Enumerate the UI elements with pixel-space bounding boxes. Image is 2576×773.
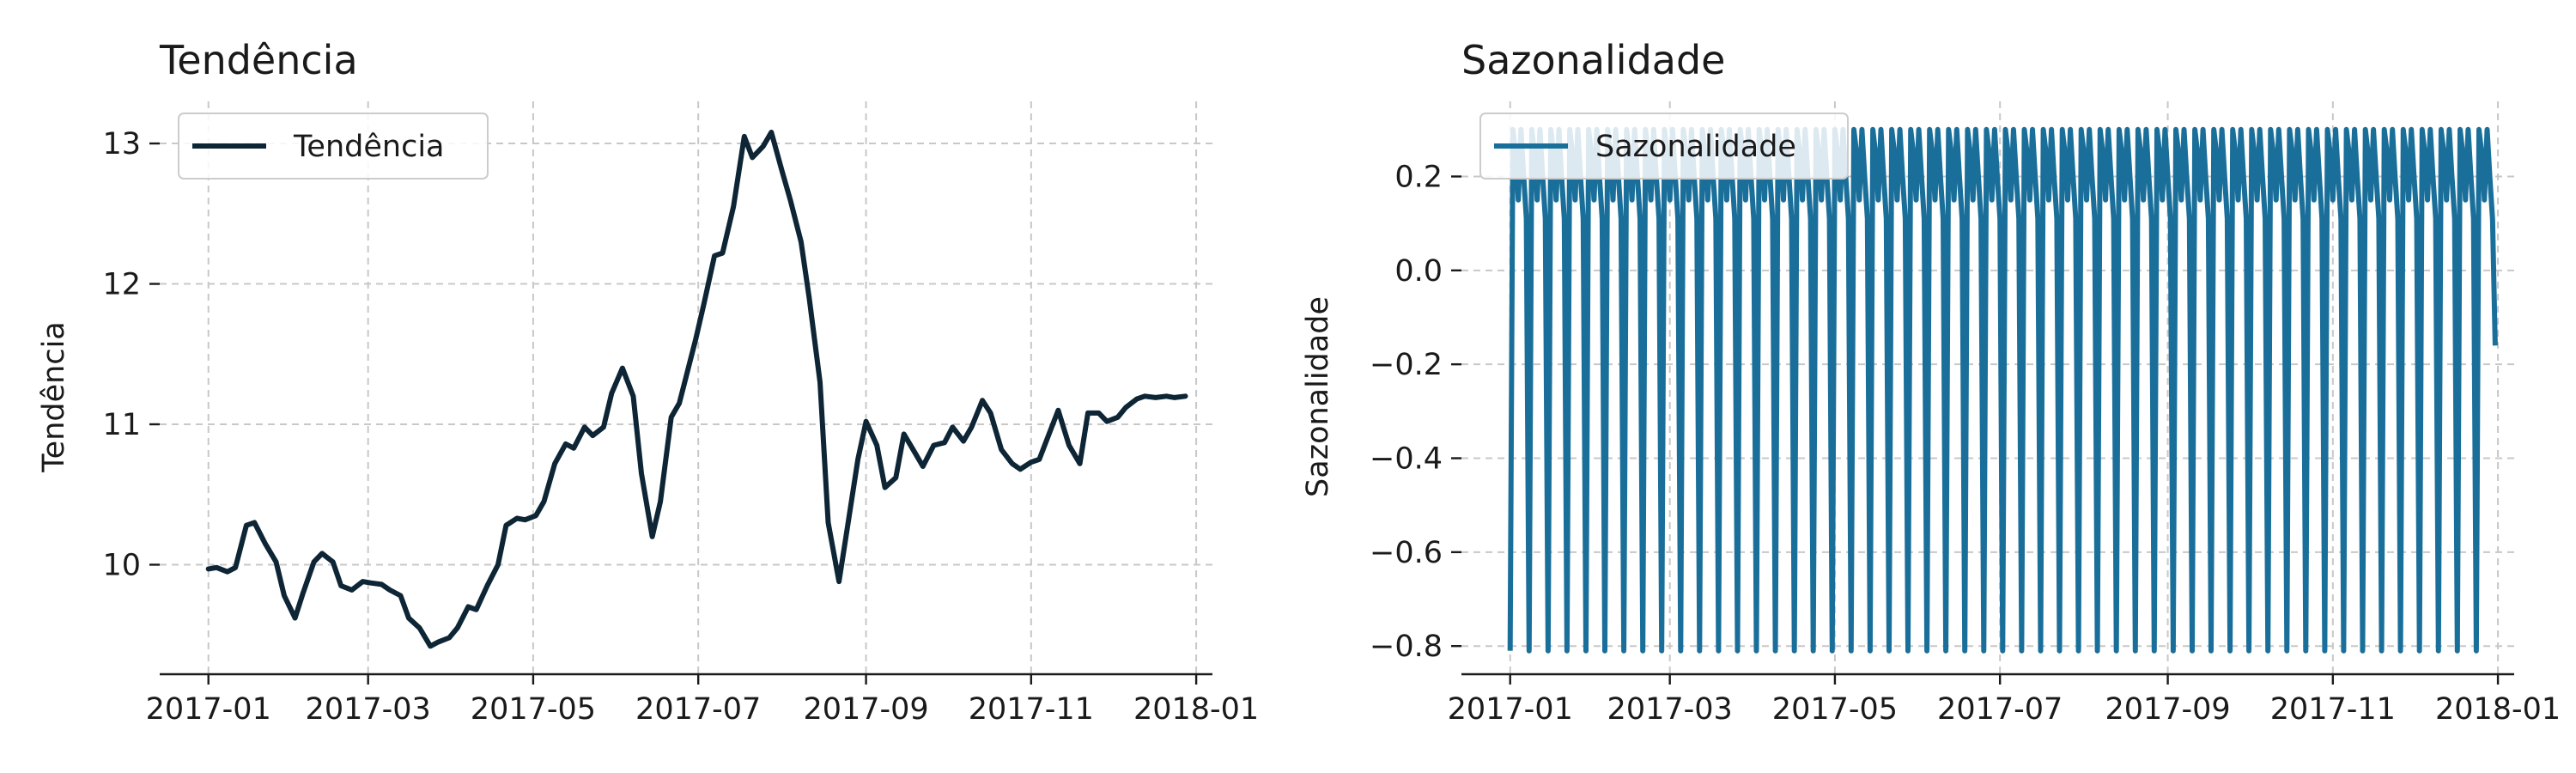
seasonality-y-axis-label: Sazonalidade — [1301, 296, 1335, 497]
seasonality-x-tick-label: 2018-01 — [2435, 692, 2561, 727]
seasonality-x-ticks: 2017-01 2017-03 2017-05 2017-07 2017-09 2017-… — [1448, 674, 2561, 727]
seasonality-legend: Sazonalidade — [1479, 113, 1849, 180]
seasonality-y-ticks: 0.2 0.0 −0.2 −0.4 −0.6 −0.8 — [1370, 160, 1461, 664]
seasonality-y-tick-label: −0.2 — [1370, 348, 1443, 382]
seasonality-title: Sazonalidade — [1461, 37, 1725, 83]
trend-x-tick-label: 2017-03 — [306, 692, 431, 727]
seasonality-x-tick-label: 2017-01 — [1448, 692, 1573, 727]
trend-legend-label: Tendência — [293, 130, 445, 164]
trend-x-tick-label: 2017-09 — [803, 692, 928, 727]
seasonality-y-tick-label: −0.8 — [1370, 630, 1443, 664]
trend-y-tick-label: 12 — [102, 268, 141, 302]
trend-title: Tendência — [159, 37, 358, 83]
trend-y-tick-label: 13 — [102, 127, 141, 161]
trend-legend-box — [178, 113, 489, 180]
seasonality-panel: Sazonalidade Sazonalidade 2017-01 2017-03… — [1301, 37, 2561, 727]
seasonality-legend-box — [1479, 113, 1849, 180]
seasonality-y-tick-label: 0.0 — [1394, 254, 1443, 289]
trend-x-tick-label: 2018-01 — [1133, 692, 1259, 727]
trend-x-tick-label: 2017-01 — [146, 692, 271, 727]
trend-x-ticks: 2017-01 2017-03 2017-05 2017-07 2017-09 2017-… — [146, 674, 1259, 727]
trend-x-tick-label: 2017-05 — [471, 692, 596, 727]
trend-y-ticks: 10 11 12 13 — [102, 127, 160, 582]
seasonality-y-tick-label: 0.2 — [1394, 160, 1443, 194]
seasonality-x-tick-label: 2017-03 — [1607, 692, 1733, 727]
seasonality-x-tick-label: 2017-05 — [1772, 692, 1898, 727]
seasonality-x-tick-label: 2017-11 — [2270, 692, 2396, 727]
seasonality-series-line — [1507, 126, 2498, 654]
seasonality-y-tick-label: −0.4 — [1370, 442, 1443, 477]
trend-series-line — [205, 130, 1188, 649]
trend-x-tick-label: 2017-11 — [969, 692, 1094, 727]
seasonality-x-tick-label: 2017-07 — [1937, 692, 2063, 727]
trend-x-tick-label: 2017-07 — [635, 692, 761, 727]
trend-gridlines — [160, 101, 1212, 674]
trend-y-tick-label: 11 — [102, 408, 141, 442]
trend-y-axis-label: Tendência — [37, 321, 71, 473]
trend-legend: Tendência — [178, 113, 489, 180]
trend-panel: Tendência Tendência 2017-01 2017-03 2017-0… — [37, 37, 1259, 727]
trend-y-tick-label: 10 — [102, 548, 141, 582]
seasonality-legend-label: Sazonalidade — [1595, 130, 1796, 164]
seasonality-y-tick-label: −0.6 — [1370, 536, 1443, 570]
seasonality-x-tick-label: 2017-09 — [2105, 692, 2230, 727]
